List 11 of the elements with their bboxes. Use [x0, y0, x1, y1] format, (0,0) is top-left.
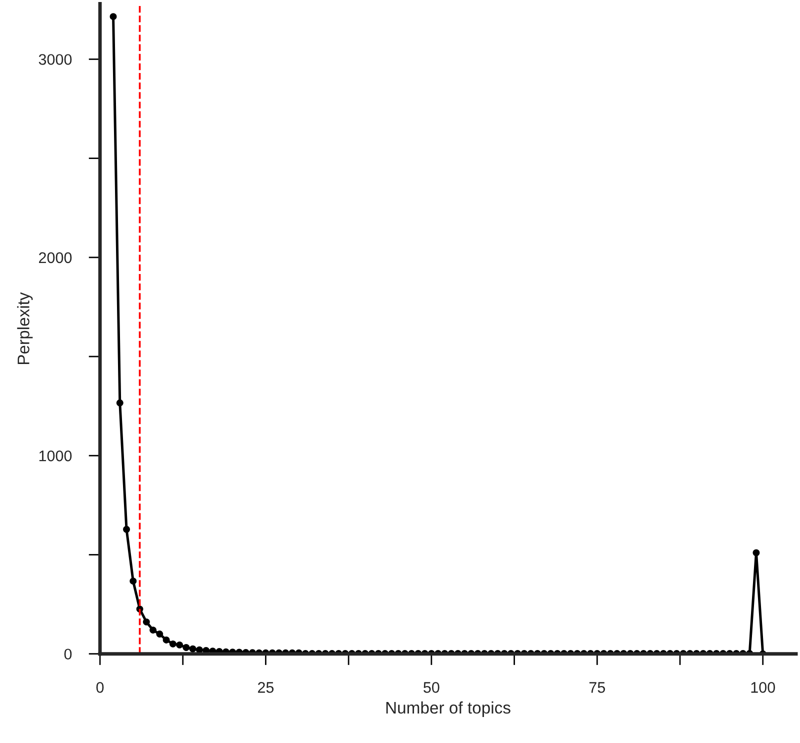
y-tick-label: 1000	[39, 450, 72, 462]
y-tick-label: 3000	[38, 54, 72, 65]
y-tick-label: 0	[64, 648, 72, 660]
x-tick-label: 100	[751, 682, 776, 693]
x-axis-title: Number of topics	[386, 701, 510, 717]
y-tick-label: 2000	[39, 252, 72, 264]
x-tick-label: 25	[258, 682, 274, 693]
x-tick-label: 0	[96, 682, 104, 693]
y-axis-title: Perplexity	[17, 292, 33, 364]
x-tick-label: 50	[424, 682, 440, 693]
x-tick-label: 75	[589, 682, 605, 693]
